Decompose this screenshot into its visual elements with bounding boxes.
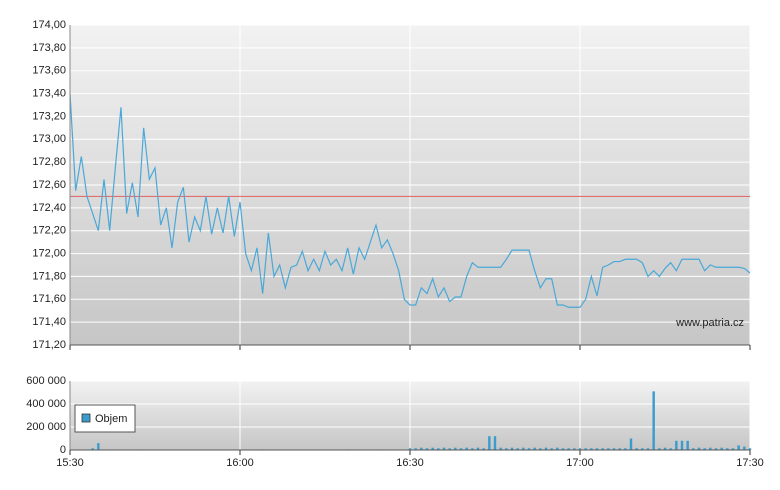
- volume-bar: [91, 448, 94, 450]
- volume-bar: [709, 447, 712, 450]
- volume-bar: [561, 448, 565, 450]
- volume-bar: [692, 448, 695, 450]
- volume-bar: [669, 448, 672, 450]
- volume-bar: [612, 448, 616, 450]
- y-tick-label: 173,80: [32, 42, 66, 54]
- volume-bar: [675, 440, 678, 450]
- volume-bar: [425, 448, 429, 450]
- volume-bar: [567, 448, 570, 450]
- y-tick-label: 173,40: [32, 87, 66, 99]
- volume-bar: [550, 448, 553, 450]
- volume-bar: [629, 438, 633, 450]
- volume-bar: [505, 448, 508, 450]
- watermark: www.patria.cz: [675, 317, 744, 329]
- volume-bar: [420, 447, 423, 450]
- volume-bar: [607, 448, 610, 450]
- volume-bar: [454, 447, 457, 450]
- volume-bar: [703, 448, 706, 450]
- y-tick-label: 171,40: [32, 316, 66, 328]
- volume-bar: [658, 448, 661, 450]
- y-tick-label: 172,20: [32, 225, 66, 237]
- volume-bar: [97, 443, 100, 450]
- volume-bar: [731, 448, 735, 450]
- volume-bar: [544, 447, 548, 450]
- volume-bar: [743, 446, 746, 450]
- y-tick-label: 400 000: [26, 398, 66, 410]
- volume-bar: [516, 448, 519, 450]
- y-tick-label: 600 000: [26, 375, 66, 387]
- volume-bar: [539, 448, 542, 450]
- y-tick-label: 173,00: [32, 133, 66, 145]
- y-tick-label: 200 000: [26, 421, 66, 433]
- volume-bar: [414, 448, 417, 450]
- volume-bar: [573, 448, 576, 450]
- y-tick-label: 174,00: [32, 19, 66, 31]
- y-tick-label: 171,80: [32, 270, 66, 282]
- volume-bar: [618, 448, 621, 450]
- volume-bar: [697, 447, 701, 450]
- volume-bar: [459, 448, 463, 450]
- volume-bar: [646, 448, 650, 450]
- volume-bar: [442, 447, 446, 450]
- y-tick-label: 173,60: [32, 65, 66, 77]
- volume-bar: [720, 447, 723, 450]
- volume-bar: [595, 448, 599, 450]
- volume-bar: [680, 440, 684, 450]
- legend-label: Objem: [95, 413, 127, 425]
- volume-bar: [522, 447, 525, 450]
- volume-bar: [437, 448, 440, 450]
- y-tick-label: 172,80: [32, 156, 66, 168]
- x-tick-label: 16:30: [396, 457, 424, 469]
- volume-bar: [663, 447, 667, 450]
- y-tick-label: 172,00: [32, 247, 66, 259]
- volume-bar: [408, 448, 412, 450]
- volume-bar: [499, 447, 502, 450]
- y-tick-label: 171,60: [32, 293, 66, 305]
- volume-bar: [590, 448, 593, 450]
- volume-bar: [556, 447, 559, 450]
- volume-bar: [737, 445, 740, 450]
- volume-bar: [471, 448, 474, 450]
- volume-bar: [533, 447, 536, 450]
- volume-bar: [510, 447, 514, 450]
- y-tick-label: 172,60: [32, 179, 66, 191]
- y-tick-label: 172,40: [32, 202, 66, 214]
- volume-bar: [748, 448, 752, 450]
- volume-bar: [482, 448, 485, 450]
- price-line: [69, 93, 751, 308]
- x-tick-label: 17:30: [736, 457, 764, 469]
- volume-bar: [714, 448, 718, 450]
- volume-bar: [578, 448, 582, 450]
- volume-bar: [652, 391, 655, 450]
- volume-bar: [584, 448, 587, 450]
- volume-bar: [431, 447, 434, 450]
- volume-bar: [527, 448, 531, 450]
- x-tick-label: 16:00: [226, 457, 254, 469]
- volume-bar: [635, 448, 638, 450]
- x-tick-label: 15:30: [56, 457, 84, 469]
- y-tick-label: 171,20: [32, 339, 66, 351]
- x-tick-label: 17:00: [566, 457, 594, 469]
- volume-bar: [686, 440, 689, 450]
- volume-bar: [726, 448, 729, 450]
- volume-bar: [488, 436, 491, 450]
- volume-bar: [641, 448, 644, 450]
- volume-bar: [465, 447, 468, 450]
- y-tick-label: 0: [60, 444, 66, 456]
- legend-swatch: [81, 413, 91, 423]
- y-tick-label: 173,20: [32, 110, 66, 122]
- volume-bar: [624, 448, 627, 450]
- volume-bar: [448, 448, 451, 450]
- volume-bar: [476, 447, 480, 450]
- volume-bar: [601, 448, 604, 450]
- volume-bar: [493, 436, 497, 450]
